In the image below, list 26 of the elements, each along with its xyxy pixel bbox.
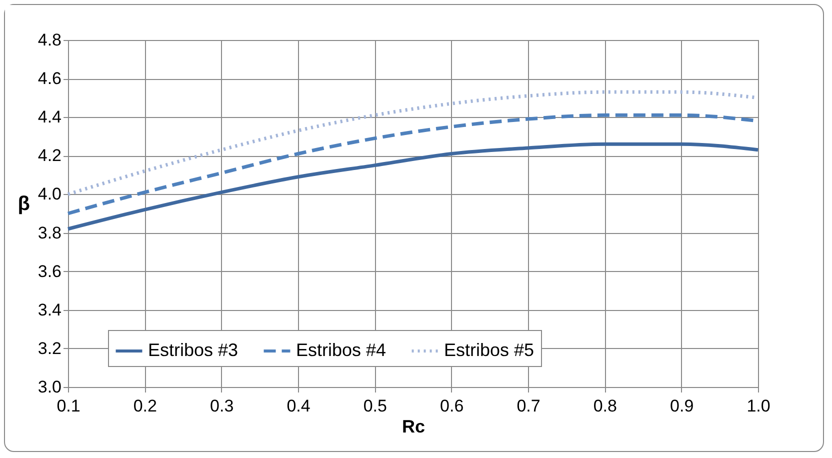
- y-tick-label: 3.0: [38, 378, 62, 396]
- y-tick-label: 3.6: [38, 262, 62, 281]
- x-tick-label: 0.4: [286, 396, 310, 416]
- y-tick-label: 4.8: [38, 30, 62, 50]
- x-tick-label: 0.6: [440, 396, 464, 416]
- x-tick-label: 0.1: [56, 396, 80, 416]
- y-tick-label: 4.0: [38, 184, 62, 204]
- y-axis-title: β: [18, 193, 30, 215]
- y-tick-label: 4.6: [38, 69, 62, 88]
- y-tick-label: 3.4: [38, 300, 62, 320]
- legend-label: Estribos #5: [444, 340, 534, 360]
- x-tick-label: 0.5: [363, 396, 387, 416]
- x-tick-label: 0.9: [670, 396, 694, 416]
- y-tick-label: 3.2: [38, 338, 62, 358]
- y-tick-label: 4.4: [38, 108, 62, 127]
- x-tick-label: 0.7: [516, 396, 540, 416]
- x-tick-label: 0.3: [210, 396, 234, 416]
- y-tick-label: 4.2: [38, 146, 62, 166]
- line-series: [66, 142, 760, 231]
- legend-label: Estribos #4: [296, 340, 386, 360]
- x-tick-label: 1.0: [746, 396, 770, 416]
- x-tick-label: 0.8: [593, 396, 617, 416]
- x-axis-title: Rc: [402, 416, 426, 436]
- y-tick-label: 3.8: [38, 223, 62, 242]
- legend-label: Estribos #3: [148, 340, 238, 360]
- x-tick-label: 0.2: [133, 396, 157, 416]
